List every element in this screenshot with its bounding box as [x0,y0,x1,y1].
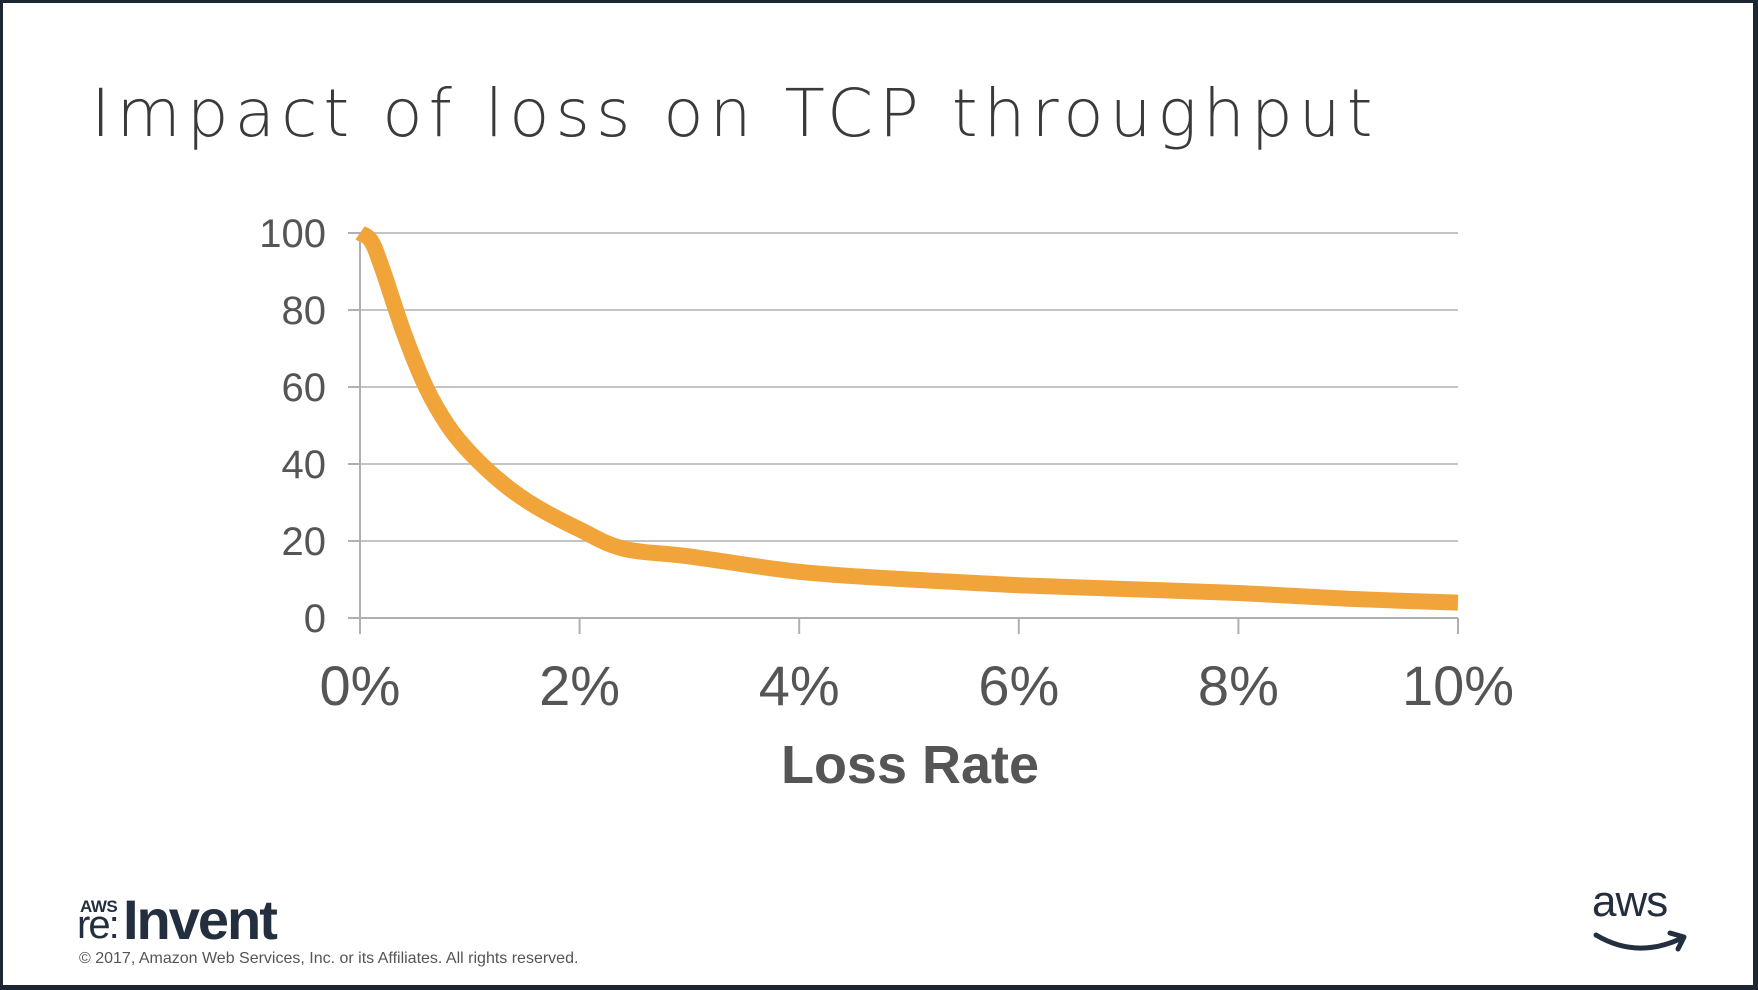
line-chart: 0 20 40 60 80 100 0% 2% 4% 6% 8% 10% Loss Rate [259,212,1514,795]
aws-smile-icon [1593,930,1687,952]
aws-logo-text: aws [1592,877,1668,926]
y-tick-label: 0 [304,597,326,641]
y-tick-label: 100 [259,212,326,256]
x-tick-label: 0% [320,654,401,717]
x-axis-label: Loss Rate [781,735,1039,795]
slide-title: Impact of loss on TCP throughput [91,75,1379,152]
y-tick-label: 20 [282,520,327,564]
copyright-notice: © 2017, Amazon Web Services, Inc. or its… [79,950,579,967]
x-tick-label: 2% [539,654,620,717]
reinvent-logo-aws: AWS [80,897,118,916]
reinvent-logo-invent: Invent [123,888,278,951]
aws-logo: aws [1588,877,1698,963]
y-tick-label: 60 [282,366,327,410]
x-tick-label: 8% [1198,654,1279,717]
y-tick-label: 80 [282,289,327,333]
y-tick-label: 40 [282,443,327,487]
x-tick-label: 6% [978,654,1059,717]
x-tick-label: 10% [1402,654,1514,717]
slide: Impact of loss on TCP throughput 0 20 40 60… [3,3,1753,985]
series-line [355,225,1459,611]
reinvent-logo-re: re: [77,903,120,947]
x-tick-label: 4% [759,654,840,717]
